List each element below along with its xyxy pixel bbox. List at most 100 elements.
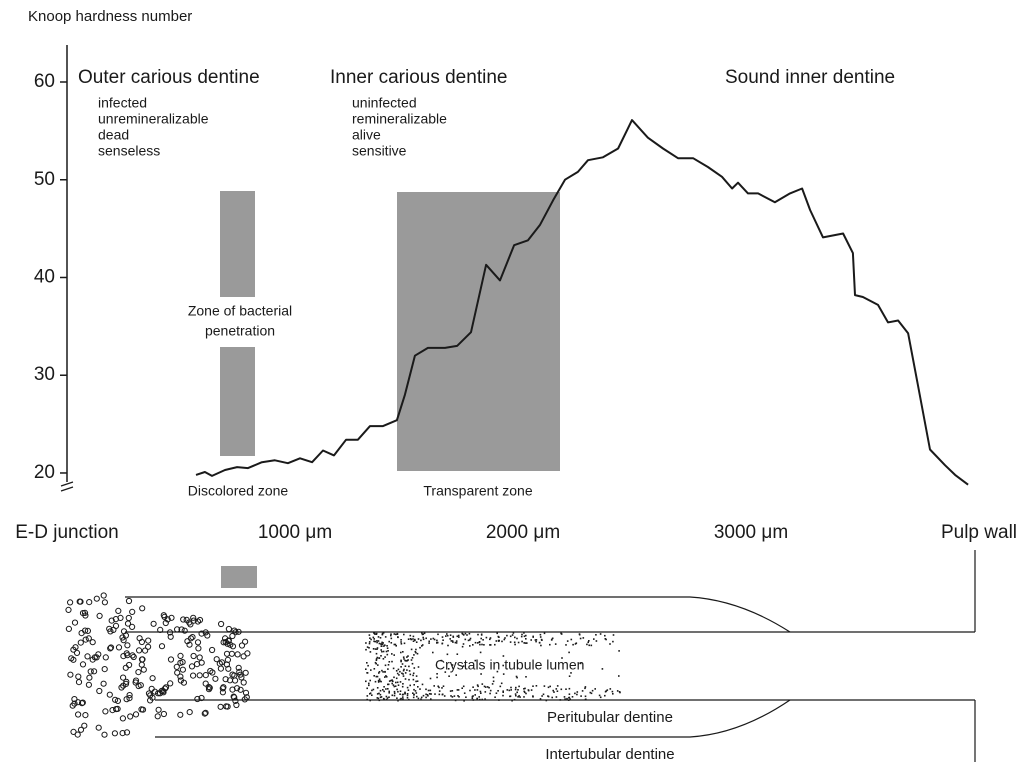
crystal xyxy=(555,643,557,645)
crystal xyxy=(498,699,500,701)
tubule-dot xyxy=(230,633,235,638)
crystal xyxy=(397,633,399,635)
tubule-dot xyxy=(130,653,135,658)
crystal xyxy=(366,688,368,690)
tubule-dot xyxy=(68,600,73,605)
crystal xyxy=(390,633,392,635)
crystal xyxy=(415,681,417,683)
crystal xyxy=(409,670,411,672)
crystal xyxy=(387,688,389,690)
crystal xyxy=(413,640,415,642)
crystal xyxy=(450,634,452,636)
crystal xyxy=(441,643,443,645)
crystal xyxy=(430,693,432,695)
crystal xyxy=(524,688,526,690)
crystal xyxy=(403,658,405,660)
crystal xyxy=(391,679,393,681)
region-title: Inner carious dentine xyxy=(330,67,507,88)
crystal xyxy=(400,639,402,641)
crystal xyxy=(377,664,379,666)
y-tick-label: 30 xyxy=(34,364,55,385)
crystal xyxy=(568,699,570,701)
crystal xyxy=(547,695,549,697)
crystal xyxy=(381,645,383,647)
crystal xyxy=(463,643,465,645)
crystal xyxy=(514,699,516,701)
tubule-dot xyxy=(78,640,83,645)
crystal xyxy=(458,635,460,637)
crystal xyxy=(398,669,400,671)
crystal xyxy=(405,672,407,674)
crystal xyxy=(569,698,571,700)
crystal xyxy=(413,679,415,681)
crystal xyxy=(619,691,621,693)
zone-label: Discolored zone xyxy=(188,483,289,499)
crystal xyxy=(410,635,412,637)
crystal xyxy=(480,692,482,694)
crystal xyxy=(443,685,445,687)
crystal xyxy=(399,693,401,695)
crystal xyxy=(485,691,487,693)
crystal xyxy=(381,642,383,644)
crystal xyxy=(383,686,385,688)
crystal xyxy=(604,635,606,637)
tubule-dot xyxy=(156,707,161,712)
crystal xyxy=(452,640,454,642)
crystal xyxy=(446,633,448,635)
crystal xyxy=(596,640,598,642)
tubule-dot xyxy=(197,655,202,660)
crystal xyxy=(377,676,379,678)
crystal xyxy=(418,666,420,668)
crystal xyxy=(407,695,409,697)
crystal xyxy=(574,693,576,695)
crystal xyxy=(386,696,388,698)
tubule-dot xyxy=(199,660,204,665)
crystal xyxy=(607,689,609,691)
crystal xyxy=(605,639,607,641)
crystal xyxy=(480,673,482,675)
crystal xyxy=(400,698,402,700)
crystal xyxy=(517,689,519,691)
region-trait: alive xyxy=(352,127,381,143)
crystal xyxy=(369,643,371,645)
tubule-dot xyxy=(103,709,108,714)
crystal xyxy=(382,689,384,691)
tubule-dot xyxy=(151,621,156,626)
crystal xyxy=(395,644,397,646)
crystal xyxy=(379,657,381,659)
crystal xyxy=(477,642,479,644)
crystal xyxy=(483,644,485,646)
crystal xyxy=(428,642,430,644)
crystal xyxy=(479,644,481,646)
tubule-dot xyxy=(195,640,200,645)
crystal xyxy=(610,688,612,690)
crystal xyxy=(470,638,472,640)
crystal xyxy=(403,669,405,671)
zone-label: penetration xyxy=(205,323,275,339)
crystal xyxy=(378,693,380,695)
crystal xyxy=(384,644,386,646)
crystal xyxy=(412,675,414,677)
crystal xyxy=(402,698,404,700)
crystal xyxy=(436,673,438,675)
crystal xyxy=(461,687,463,689)
tubule-dot xyxy=(66,626,71,631)
crystal xyxy=(448,675,450,677)
hardness-line xyxy=(196,120,968,485)
marker-square xyxy=(221,566,257,588)
crystal xyxy=(447,654,449,656)
crystal xyxy=(379,671,381,673)
tubule-dot xyxy=(87,675,92,680)
x-tick-label: 2000 μm xyxy=(486,522,560,543)
crystal xyxy=(383,691,385,693)
crystal xyxy=(487,686,489,688)
region-trait: uninfected xyxy=(352,95,417,111)
crystal xyxy=(397,700,399,702)
crystal xyxy=(462,646,464,648)
crystal xyxy=(371,694,373,696)
crystal xyxy=(463,686,465,688)
tubule-dot xyxy=(141,667,146,672)
crystal xyxy=(474,689,476,691)
crystal xyxy=(576,694,578,696)
crystal xyxy=(389,661,391,663)
